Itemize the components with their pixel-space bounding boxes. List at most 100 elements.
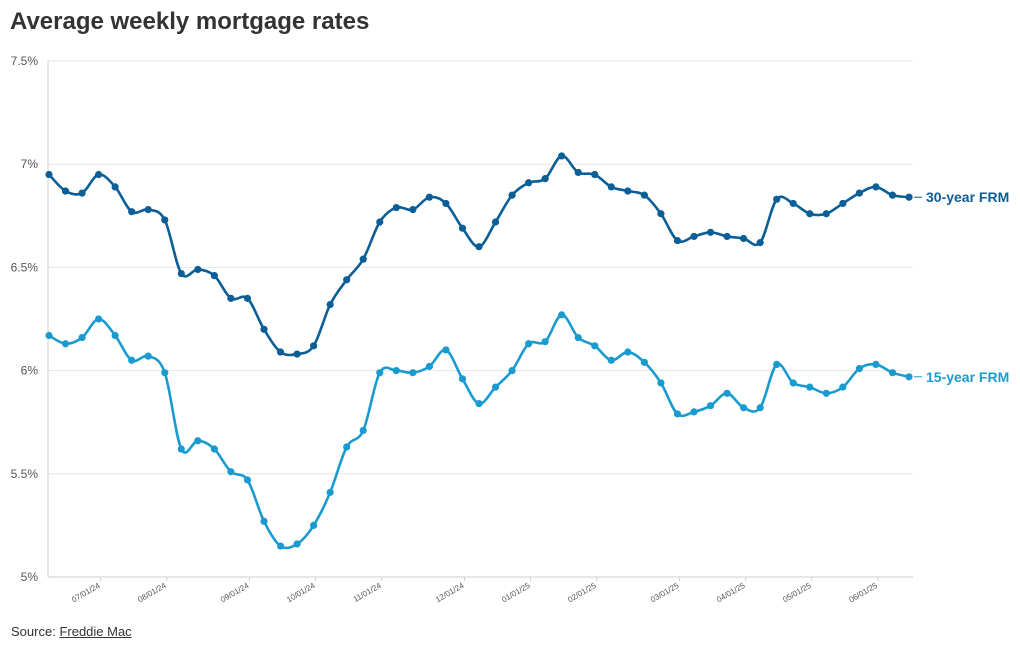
x-tick-label: 11/01/24 [352, 581, 383, 604]
data-point-15-year-frm [78, 333, 86, 342]
data-point-30-year-frm [640, 191, 648, 199]
data-point-15-year-frm [624, 348, 632, 356]
data-point-30-year-frm [161, 216, 169, 224]
x-tick-label: 10/01/24 [285, 581, 317, 605]
data-point-30-year-frm [276, 348, 285, 356]
data-point-15-year-frm [525, 340, 533, 348]
data-point-15-year-frm [95, 315, 103, 323]
data-point-15-year-frm [508, 367, 516, 375]
data-point-30-year-frm [326, 300, 334, 309]
data-point-30-year-frm [822, 210, 830, 218]
data-point-30-year-frm [409, 206, 417, 214]
data-point-30-year-frm [475, 243, 483, 251]
x-tick-label: 08/01/24 [136, 581, 168, 605]
series-label-30-year-frm: 30-year FRM [926, 189, 1009, 205]
data-point-15-year-frm [905, 373, 913, 381]
series-line-30-year-frm [48, 154, 910, 357]
data-point-15-year-frm [640, 358, 648, 366]
data-point-30-year-frm [425, 193, 433, 201]
data-point-15-year-frm [326, 488, 334, 496]
data-point-30-year-frm [442, 199, 450, 208]
data-point-15-year-frm [343, 443, 351, 451]
data-point-30-year-frm [525, 179, 533, 187]
data-point-30-year-frm [61, 187, 70, 195]
data-point-15-year-frm [541, 338, 549, 346]
data-point-15-year-frm [144, 352, 152, 360]
x-tick-label: 06/01/25 [847, 581, 879, 605]
data-point-15-year-frm [409, 369, 417, 377]
data-point-30-year-frm [243, 294, 252, 302]
data-point-30-year-frm [773, 195, 781, 203]
data-point-15-year-frm [442, 346, 450, 354]
data-point-30-year-frm [111, 183, 119, 191]
data-point-15-year-frm [260, 517, 268, 525]
data-point-30-year-frm [210, 272, 218, 280]
data-point-15-year-frm [558, 311, 566, 319]
data-point-15-year-frm [310, 521, 318, 530]
data-point-15-year-frm [376, 369, 384, 377]
data-point-30-year-frm [789, 199, 797, 208]
y-tick-label: 6.5% [11, 260, 39, 274]
data-point-15-year-frm [806, 383, 814, 391]
x-tick-label: 01/01/25 [500, 581, 532, 605]
data-point-30-year-frm [293, 350, 301, 358]
data-point-30-year-frm [359, 255, 367, 263]
data-point-15-year-frm [657, 379, 665, 387]
data-point-15-year-frm [293, 540, 301, 548]
data-point-30-year-frm [839, 199, 847, 208]
data-point-15-year-frm [855, 364, 863, 373]
data-point-30-year-frm [905, 193, 913, 201]
data-point-15-year-frm [756, 404, 764, 412]
y-tick-label: 5.5% [11, 467, 39, 481]
series-line-15-year-frm [48, 313, 910, 550]
data-point-30-year-frm [690, 232, 698, 241]
data-point-15-year-frm [740, 404, 748, 412]
data-point-30-year-frm [558, 152, 566, 160]
data-point-15-year-frm [591, 342, 599, 350]
data-point-30-year-frm [657, 210, 665, 218]
source-link[interactable]: Freddie Mac [59, 624, 132, 639]
data-point-30-year-frm [541, 175, 549, 183]
data-point-30-year-frm [45, 170, 53, 179]
data-point-30-year-frm [144, 206, 152, 214]
data-point-15-year-frm [177, 445, 185, 453]
y-tick-label: 5% [21, 570, 39, 584]
data-point-30-year-frm [624, 187, 632, 195]
data-point-30-year-frm [888, 191, 897, 199]
data-point-15-year-frm [574, 333, 582, 342]
data-point-15-year-frm [491, 383, 500, 391]
data-point-15-year-frm [392, 367, 400, 375]
x-tick-label: 04/01/25 [715, 581, 747, 605]
source-label: Source: [11, 624, 56, 639]
data-point-15-year-frm [789, 379, 797, 387]
data-point-30-year-frm [723, 232, 731, 241]
data-point-30-year-frm [872, 183, 880, 191]
data-point-30-year-frm [591, 170, 599, 179]
data-point-30-year-frm [706, 228, 715, 236]
data-point-15-year-frm [61, 340, 70, 348]
data-point-15-year-frm [458, 375, 467, 383]
data-point-30-year-frm [260, 325, 268, 333]
data-point-30-year-frm [458, 224, 467, 232]
data-point-15-year-frm [128, 356, 136, 364]
data-point-30-year-frm [177, 269, 185, 278]
data-point-15-year-frm [888, 369, 897, 377]
data-point-30-year-frm [376, 218, 384, 226]
data-point-30-year-frm [343, 276, 351, 284]
data-point-15-year-frm [111, 331, 119, 340]
data-point-15-year-frm [161, 369, 169, 377]
data-point-30-year-frm [491, 218, 500, 226]
data-point-15-year-frm [822, 389, 830, 397]
data-point-15-year-frm [45, 331, 53, 340]
x-tick-label: 12/01/24 [434, 581, 466, 605]
chart-title: Average weekly mortgage rates [10, 8, 370, 35]
data-point-15-year-frm [227, 468, 235, 476]
data-point-15-year-frm [425, 362, 433, 371]
data-point-15-year-frm [839, 383, 847, 391]
data-point-30-year-frm [607, 183, 615, 191]
data-point-30-year-frm [756, 239, 764, 247]
data-point-30-year-frm [310, 342, 318, 350]
data-point-15-year-frm [723, 389, 731, 397]
data-point-30-year-frm [508, 191, 516, 199]
data-point-15-year-frm [773, 360, 781, 369]
